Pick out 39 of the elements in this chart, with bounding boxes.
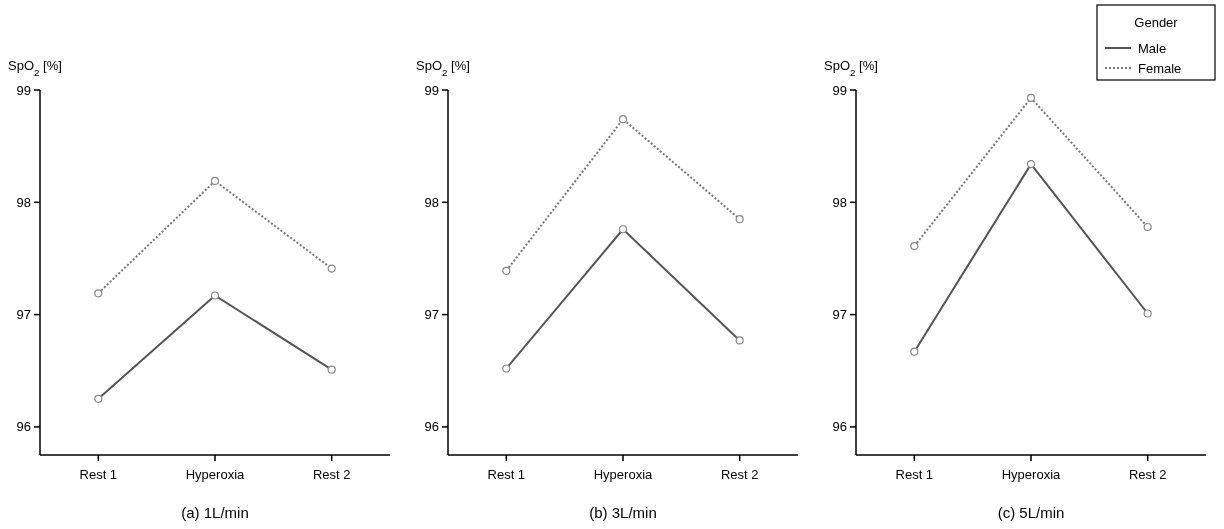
- point: [735, 215, 744, 224]
- y-tick-label: 97: [424, 307, 439, 323]
- legend-label: Female: [1138, 61, 1182, 76]
- x-tick-label: Rest 1: [895, 467, 934, 482]
- y-tick-label: 96: [16, 419, 31, 435]
- point: [327, 264, 336, 273]
- x-tick-label: Rest 2: [312, 467, 351, 482]
- y-axis-title: SpO$_{2}$ [%]: [824, 58, 878, 78]
- y-tick-label: 98: [16, 194, 31, 210]
- y-axis-title: SpO$_{2}$ [%]: [8, 58, 62, 78]
- point: [1143, 222, 1152, 232]
- text: (a) 1L/min: [181, 504, 249, 521]
- point: [94, 289, 103, 298]
- y-tick-label: 96: [832, 419, 847, 435]
- x-tick-label: Rest 1: [487, 467, 526, 482]
- x-tick-label: Hyperoxia: [1001, 467, 1062, 482]
- point: [618, 115, 628, 124]
- y-tick-label: 98: [832, 194, 847, 210]
- text: (c) 5L/min: [997, 504, 1065, 521]
- x-tick-label: Hyperoxia: [593, 467, 654, 482]
- y-tick-label: 99: [16, 82, 31, 98]
- x-tick-label: Rest 1: [79, 467, 118, 482]
- y-tick-label: 99: [424, 82, 439, 98]
- y-tick-label: 99: [832, 82, 847, 98]
- point: [910, 242, 919, 251]
- x-tick-label: Rest 2: [1128, 467, 1167, 482]
- y-axis-title: SpO$_{2}$ [%]: [416, 58, 470, 78]
- point: [1026, 93, 1036, 102]
- y-tick-label: 97: [832, 307, 847, 323]
- y-tick-label: 98: [424, 194, 439, 210]
- legend-title: Gender: [1134, 15, 1179, 30]
- point: [502, 266, 511, 275]
- x-tick-label: Rest 2: [720, 467, 759, 482]
- legend-label: Male: [1138, 41, 1167, 56]
- text: (b) 3L/min: [589, 504, 657, 521]
- x-tick-label: Hyperoxia: [185, 467, 246, 482]
- y-tick-label: 97: [16, 307, 31, 323]
- y-tick-label: 96: [424, 419, 439, 435]
- point: [210, 176, 220, 186]
